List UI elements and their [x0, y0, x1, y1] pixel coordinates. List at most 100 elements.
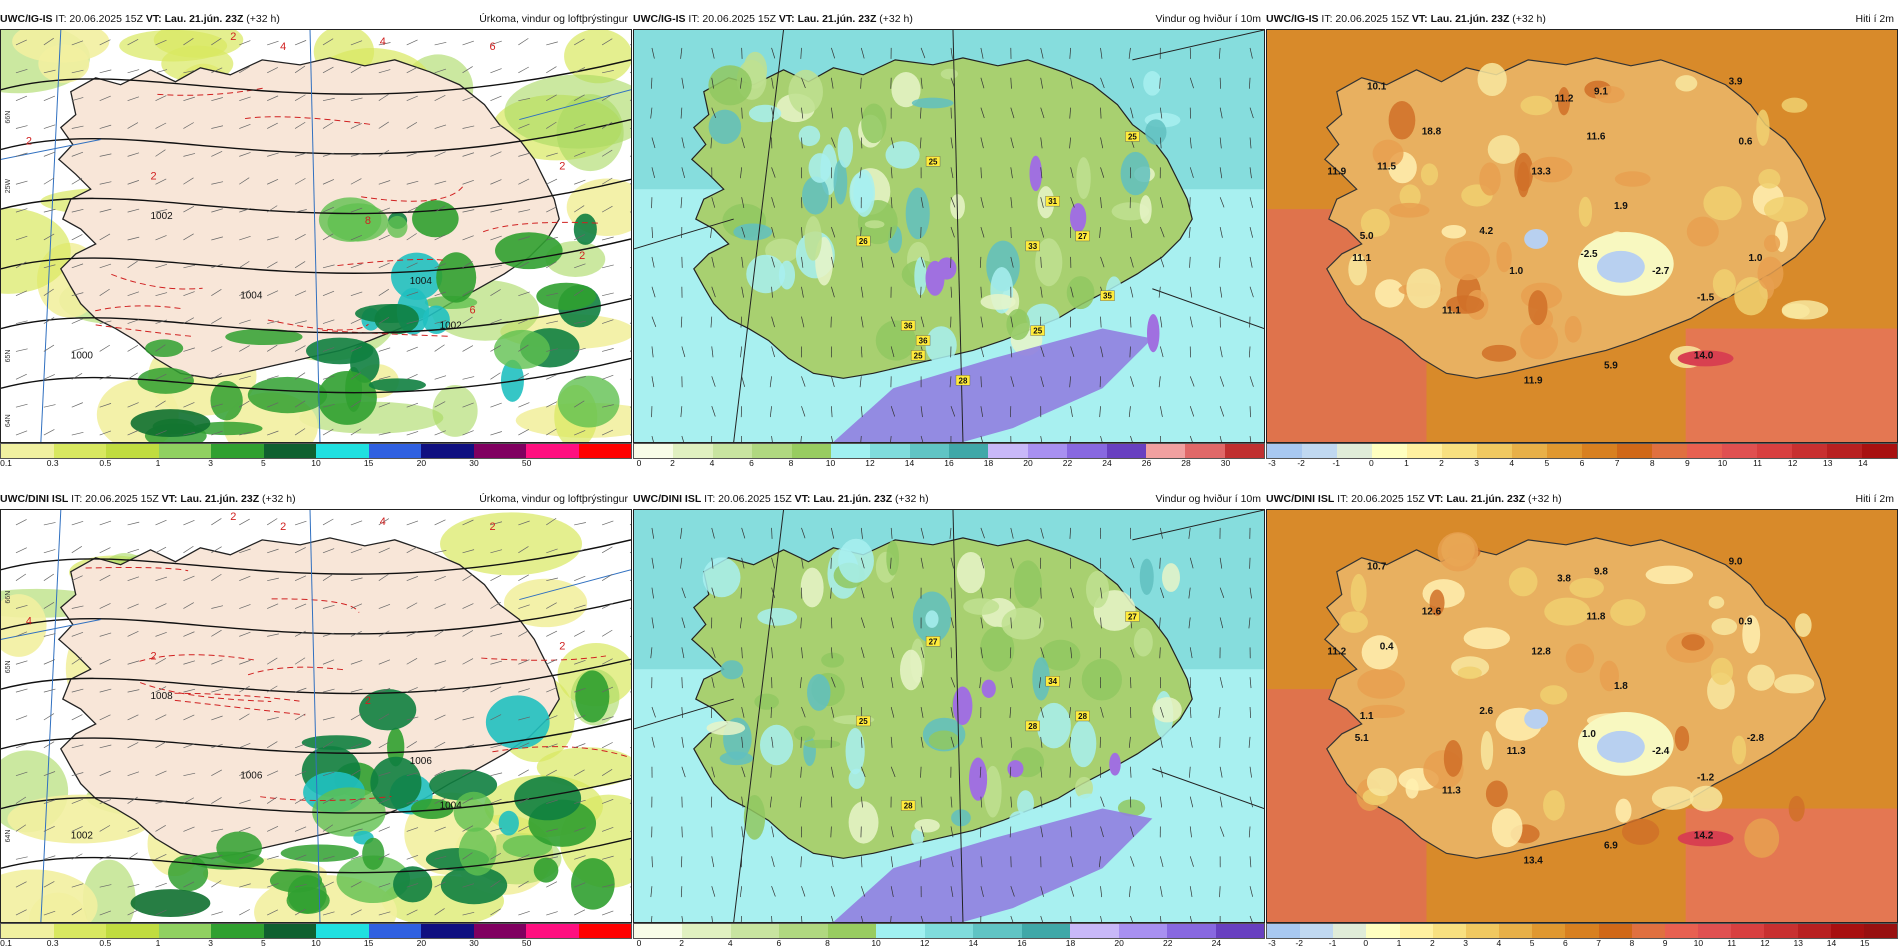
- legend-tick-label: 26: [1141, 458, 1152, 468]
- latitude-label: 66N: [5, 591, 12, 604]
- wind-arrow: [1189, 557, 1194, 569]
- wind-barb: [211, 263, 223, 269]
- map-temp[interactable]: 10.1 9.1 3.9 11.2 18.8 11.6 0.6 11.5 13.3 11.9 1.9…: [1266, 29, 1898, 443]
- temp-area: [1340, 611, 1368, 633]
- wind-area: [1017, 790, 1034, 817]
- wind-area: [925, 610, 939, 628]
- wind-area: [956, 551, 985, 594]
- wind-barb: [99, 770, 111, 777]
- legend-swatch: [263, 924, 316, 938]
- wind-area: [754, 693, 779, 710]
- wind-barb: [15, 715, 28, 721]
- temp-area: [1795, 613, 1812, 638]
- wind-barb: [239, 742, 251, 749]
- wind-arrow: [860, 436, 862, 442]
- wind-barb: [239, 152, 251, 157]
- gust-label: 27: [1075, 230, 1090, 242]
- wind-barb: [350, 153, 363, 157]
- legend-tick-label: 18: [983, 458, 994, 468]
- header-model: UWC/DINI ISL: [0, 493, 69, 505]
- temp-area: [1599, 660, 1620, 692]
- wind-arrow: [1189, 406, 1195, 417]
- wind-arrow: [771, 886, 776, 897]
- temperature-label: 11.8: [1587, 611, 1606, 622]
- wind-barb: [462, 180, 474, 185]
- wind-barb: [183, 402, 195, 408]
- legend-swatch: [1224, 444, 1264, 458]
- color-legend: 0 2 4 6 8 10 12 14 16 18 20 22 24: [633, 923, 1265, 948]
- wind-barb: [43, 344, 55, 352]
- wind-arrow: [1070, 77, 1073, 89]
- wind-barb: [546, 881, 558, 888]
- wind-barb: [378, 93, 390, 101]
- legend-swatch: [1731, 924, 1765, 938]
- wind-arrow: [1010, 256, 1014, 268]
- header-it: IT: 20.06.2025 15Z: [71, 493, 159, 505]
- legend-swatch: [1333, 924, 1367, 938]
- gust-label: 28: [900, 800, 916, 811]
- legend-swatch: [924, 924, 974, 938]
- wind-barb: [546, 517, 557, 526]
- map-temp[interactable]: 10.7 9.8 9.0 3.8 12.6 11.8 0.9 0.4 12.8 11.2 1.8 1.…: [1266, 509, 1898, 923]
- legend-swatch: [526, 924, 579, 938]
- wind-arrow: [680, 527, 683, 539]
- wind-arrow: [980, 527, 985, 539]
- header-vt-label: VT:: [1411, 13, 1428, 25]
- wind-barb: [406, 546, 418, 554]
- legend-tick-label: 6: [1562, 938, 1568, 948]
- wind-barb: [127, 291, 140, 297]
- legend-tick-label: 3: [208, 938, 214, 948]
- wind-barb: [294, 428, 306, 436]
- map-precip[interactable]: 1002 1004 1004 1002 1000 4 2 4 6 2 2 8 2 2 6 66N 25W 65N 6…: [0, 29, 632, 443]
- wind-arrow: [1159, 346, 1164, 358]
- latitude-label: 65N: [5, 350, 12, 363]
- wind-barb: [239, 208, 251, 213]
- wind-arrow: [1219, 346, 1223, 358]
- wind-arrow: [1189, 707, 1192, 718]
- precip-area: [210, 380, 243, 421]
- wind-barb: [434, 629, 445, 637]
- wind-barb: [15, 348, 28, 352]
- wind-barb: [15, 180, 28, 185]
- legend-tick-label: 14: [968, 938, 979, 948]
- wind-barb: [546, 548, 558, 554]
- temp-area: [1686, 216, 1719, 247]
- temp-area: [1651, 786, 1694, 810]
- wind-barb: [434, 320, 447, 324]
- wind-barb: [294, 209, 307, 213]
- temperature-label: 13.3: [1531, 166, 1551, 177]
- wind-barb: [211, 629, 222, 637]
- legend-swatch: [1145, 444, 1186, 458]
- wind-barb: [43, 741, 55, 749]
- wind-arrow: [831, 706, 835, 718]
- temp-area: [1375, 279, 1405, 308]
- svg-text:35: 35: [1103, 292, 1112, 301]
- wind-area: [803, 739, 841, 749]
- legend-swatch: [791, 444, 831, 458]
- wind-barb: [378, 432, 391, 436]
- wind-barb: [155, 69, 168, 74]
- map-wind[interactable]: 27 27 34 25 28 28 28: [633, 509, 1265, 923]
- map-precip[interactable]: 1008 1006 1006 1004 1002 2 2 4 2 4 2 2 2 66N 65N 64N: [0, 509, 632, 923]
- gust-label: 28: [955, 375, 971, 386]
- legend-swatch: [526, 444, 579, 458]
- wind-barb: [99, 825, 111, 832]
- pressure-label: 1006: [240, 771, 263, 782]
- wind-area: [1145, 119, 1167, 145]
- wind-arrow: [980, 226, 985, 238]
- temperature-label: 1.1: [1360, 711, 1374, 722]
- wind-barb: [434, 375, 447, 380]
- wind-arrow: [651, 47, 655, 59]
- header-model: UWC/IG-IS: [1266, 13, 1319, 25]
- wind-arrow: [1219, 796, 1223, 808]
- temp-area: [1366, 767, 1398, 797]
- wind-barb: [99, 744, 112, 749]
- wind-barb: [406, 233, 417, 241]
- wind-arrow: [740, 77, 743, 89]
- wind-arrow: [801, 376, 806, 387]
- temperature-label: 3.9: [1729, 77, 1743, 88]
- wind-barb: [127, 521, 140, 526]
- wind-area: [1152, 697, 1182, 723]
- wind-barb: [601, 658, 613, 665]
- map-wind[interactable]: 25 25 31 26 33 27 36 35 25 36 25 28: [633, 29, 1265, 443]
